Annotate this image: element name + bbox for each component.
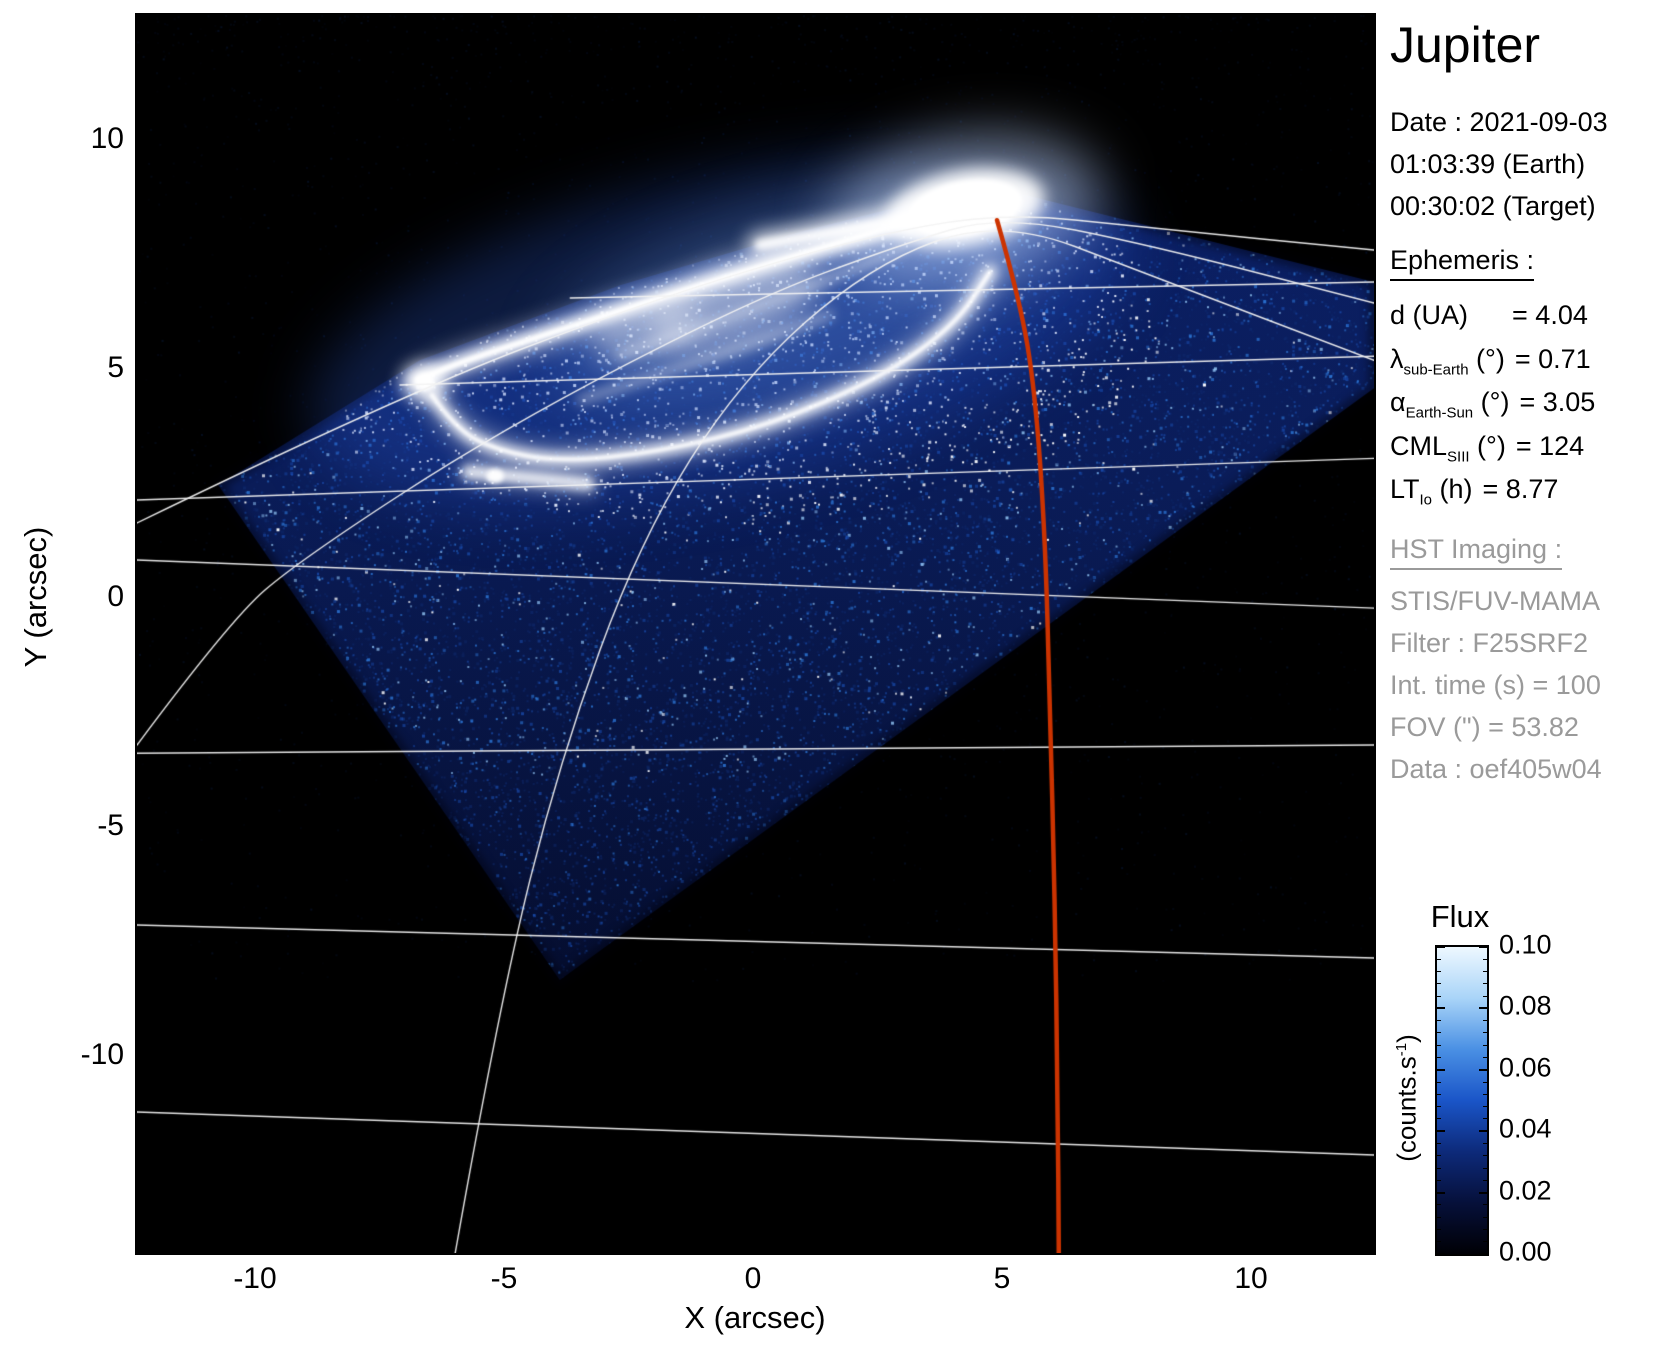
colorbar-minor-tick [1483, 1180, 1487, 1181]
ephemeris-row-phase-angle: αEarth-Sun (°) = 3.05 [1390, 387, 1595, 431]
colorbar-tick-label: 0.10 [1499, 930, 1552, 961]
colorbar-minor-tick [1437, 1204, 1441, 1205]
hst-inttime-line: Int. time (s) = 100 [1390, 664, 1602, 706]
y-tick-label: 10 [28, 122, 124, 156]
colorbar-minor-tick [1483, 971, 1487, 972]
colorbar-minor-tick [1483, 1020, 1487, 1021]
colorbar-minor-tick [1483, 996, 1487, 997]
ephemeris-row-subearth-lat: λsub-Earth (°) = 0.71 [1390, 344, 1595, 388]
colorbar-minor-tick [1483, 1204, 1487, 1205]
colorbar-minor-tick [1483, 1168, 1487, 1169]
colorbar-tick [1437, 1069, 1445, 1071]
colorbar-tick-label: 0.02 [1499, 1175, 1552, 1206]
figure-page: -10 -5 0 5 10 X (arcsec) 10 5 0 -5 -10 Y… [0, 0, 1676, 1367]
colorbar-minor-tick [1437, 1020, 1441, 1021]
ephemeris-row-io-localtime: LTIo (h) = 8.77 [1390, 474, 1595, 518]
colorbar-unit-label: (counts.s-1) [1392, 1034, 1423, 1162]
colorbar-minor-tick [1437, 1032, 1441, 1033]
colorbar-minor-tick [1483, 1032, 1487, 1033]
colorbar-tick [1479, 1192, 1487, 1194]
hst-instrument-line: STIS/FUV-MAMA [1390, 580, 1602, 622]
colorbar-minor-tick [1483, 1045, 1487, 1046]
ephemeris-row-distance: d (UA) = 4.04 [1390, 300, 1595, 344]
colorbar-minor-tick [1483, 959, 1487, 960]
target-title: Jupiter [1390, 16, 1540, 74]
aurora-image-canvas [137, 15, 1374, 1253]
colorbar-tick-label: 0.00 [1499, 1237, 1552, 1268]
colorbar-minor-tick [1437, 1143, 1441, 1144]
colorbar-minor-tick [1483, 1057, 1487, 1058]
colorbar-minor-tick [1437, 1168, 1441, 1169]
hst-filter-line: Filter : F25SRF2 [1390, 622, 1602, 664]
hst-imaging-block: HST Imaging : STIS/FUV-MAMA Filter : F25… [1390, 534, 1602, 790]
colorbar-tick [1437, 946, 1445, 948]
y-axis-title: Y (arcsec) [18, 527, 54, 668]
colorbar-minor-tick [1437, 1094, 1441, 1095]
x-tick-label: 10 [1234, 1262, 1267, 1296]
colorbar-tick [1437, 1192, 1445, 1194]
y-tick-label: 5 [28, 351, 124, 385]
colorbar-tick [1437, 1253, 1445, 1255]
colorbar-minor-tick [1437, 971, 1441, 972]
colorbar-tick [1437, 1130, 1445, 1132]
colorbar-minor-tick [1437, 1155, 1441, 1156]
colorbar-minor-tick [1483, 1217, 1487, 1218]
colorbar-tick [1479, 1253, 1487, 1255]
colorbar-minor-tick [1483, 1082, 1487, 1083]
colorbar-minor-tick [1437, 959, 1441, 960]
colorbar-minor-tick [1437, 1229, 1441, 1230]
ephemeris-row-cml: CMLSIII (°) = 124 [1390, 431, 1595, 475]
hst-imaging-heading: HST Imaging : [1390, 534, 1562, 570]
time-target-line: 00:30:02 (Target) [1390, 185, 1608, 227]
colorbar-minor-tick [1437, 996, 1441, 997]
x-axis-title: X (arcsec) [684, 1300, 825, 1336]
colorbar-minor-tick [1437, 983, 1441, 984]
colorbar-tick-label: 0.08 [1499, 991, 1552, 1022]
colorbar-gradient [1437, 947, 1487, 1254]
ephemeris-heading: Ephemeris : [1390, 245, 1534, 281]
observation-times: Date : 2021-09-03 01:03:39 (Earth) 00:30… [1390, 101, 1608, 227]
colorbar-tick [1479, 946, 1487, 948]
colorbar-minor-tick [1437, 1106, 1441, 1107]
colorbar-tick [1479, 1007, 1487, 1009]
x-tick-label: -10 [233, 1262, 276, 1296]
colorbar-minor-tick [1483, 1229, 1487, 1230]
colorbar-minor-tick [1437, 1057, 1441, 1058]
x-tick-label: -5 [491, 1262, 518, 1296]
colorbar-minor-tick [1483, 1106, 1487, 1107]
colorbar [1435, 945, 1489, 1256]
colorbar-minor-tick [1483, 1155, 1487, 1156]
hst-fov-line: FOV (") = 53.82 [1390, 706, 1602, 748]
hst-data-line: Data : oef405w04 [1390, 748, 1602, 790]
ephemeris-table: d (UA) = 4.04 λsub-Earth (°) = 0.71 αEarth… [1390, 300, 1595, 518]
hst-imaging-lines: STIS/FUV-MAMA Filter : F25SRF2 Int. time… [1390, 580, 1602, 790]
colorbar-tick [1479, 1130, 1487, 1132]
colorbar-minor-tick [1437, 1045, 1441, 1046]
colorbar-minor-tick [1483, 1143, 1487, 1144]
colorbar-minor-tick [1483, 1094, 1487, 1095]
x-tick-label: 5 [994, 1262, 1011, 1296]
y-tick-label: -5 [28, 809, 124, 843]
colorbar-minor-tick [1483, 1118, 1487, 1119]
colorbar-minor-tick [1483, 983, 1487, 984]
colorbar-minor-tick [1483, 1241, 1487, 1242]
colorbar-minor-tick [1437, 1217, 1441, 1218]
colorbar-tick-label: 0.04 [1499, 1114, 1552, 1145]
colorbar-minor-tick [1437, 1082, 1441, 1083]
colorbar-minor-tick [1437, 1180, 1441, 1181]
colorbar-tick [1437, 1007, 1445, 1009]
x-tick-label: 0 [745, 1262, 762, 1296]
colorbar-minor-tick [1437, 1241, 1441, 1242]
colorbar-tick-label: 0.06 [1499, 1052, 1552, 1083]
date-line: Date : 2021-09-03 [1390, 101, 1608, 143]
time-earth-line: 01:03:39 (Earth) [1390, 143, 1608, 185]
y-tick-label: -10 [28, 1038, 124, 1072]
colorbar-tick [1479, 1069, 1487, 1071]
colorbar-minor-tick [1437, 1118, 1441, 1119]
